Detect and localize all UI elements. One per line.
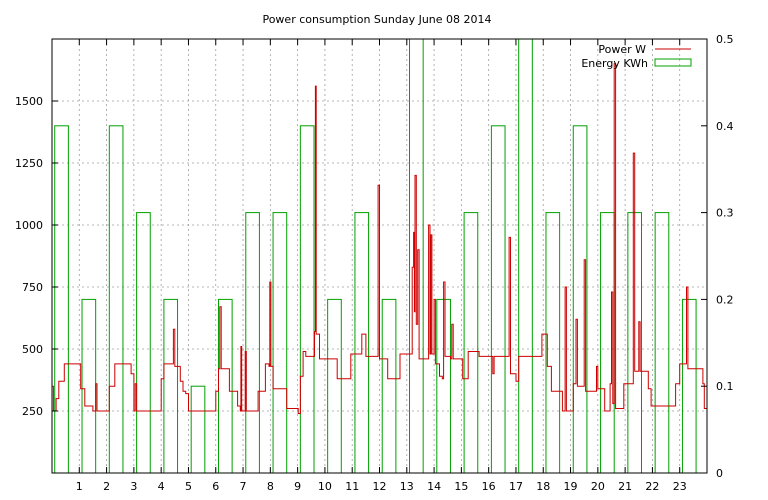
x-tick-label: 18 <box>536 480 550 493</box>
x-tick-label: 23 <box>673 480 687 493</box>
energy-bar <box>108 125 124 474</box>
x-tick-label: 2 <box>103 480 110 493</box>
x-tick-label: 5 <box>185 480 192 493</box>
energy-bar <box>572 125 588 474</box>
x-tick-label: 11 <box>345 480 359 493</box>
energy-bar <box>299 125 315 474</box>
y-left-tick-label: 250 <box>22 405 43 418</box>
energy-bar <box>518 38 533 474</box>
y-left-tick-label: 1500 <box>15 95 43 108</box>
x-tick-label: 21 <box>618 480 632 493</box>
x-tick-label: 3 <box>130 480 137 493</box>
legend-swatch-energy <box>654 58 692 67</box>
x-tick-label: 9 <box>294 480 301 493</box>
x-tick-label: 13 <box>400 480 414 493</box>
y-right-tick-label: 0.3 <box>716 207 734 220</box>
x-tick-label: 16 <box>482 480 496 493</box>
x-tick-label: 15 <box>454 480 468 493</box>
energy-bar <box>490 125 506 474</box>
x-tick-label: 12 <box>373 480 387 493</box>
x-tick-label: 19 <box>564 480 578 493</box>
energy-bar <box>81 298 97 474</box>
y-right-tick-label: 0.1 <box>716 380 734 393</box>
y-right-tick-label: 0.5 <box>716 33 734 46</box>
y-right-tick-label: 0.2 <box>716 293 734 306</box>
legend-label-power: Power W <box>598 43 646 56</box>
energy-bar <box>217 298 233 474</box>
legend: Power W Energy KWh <box>581 43 692 70</box>
y-left-tick-label: 1000 <box>15 219 43 232</box>
x-tick-label: 10 <box>318 480 332 493</box>
energy-bar <box>190 385 206 474</box>
energy-bars-layer <box>54 38 697 474</box>
x-tick-label: 7 <box>240 480 247 493</box>
energy-bar <box>545 212 561 474</box>
energy-bar <box>136 212 151 474</box>
energy-bar <box>600 212 615 474</box>
ticks-layer: 1 2 3 4 5 6 7 8 9 10 11 12 13 14 15 16 17 18 19 20 21 22 23250… <box>15 33 734 493</box>
x-tick-label: 14 <box>427 480 441 493</box>
energy-bar <box>327 298 342 474</box>
energy-bar <box>681 298 697 474</box>
energy-bar <box>381 298 397 474</box>
chart-title: Power consumption Sunday June 08 2014 <box>262 13 491 26</box>
x-tick-label: 22 <box>645 480 659 493</box>
power-line <box>52 63 707 414</box>
y-left-tick-label: 500 <box>22 343 43 356</box>
x-tick-label: 6 <box>212 480 219 493</box>
x-tick-label: 4 <box>158 480 165 493</box>
x-tick-label: 8 <box>267 480 274 493</box>
x-tick-label: 20 <box>591 480 605 493</box>
x-tick-label: 17 <box>509 480 523 493</box>
grid-layer <box>52 39 707 473</box>
energy-bar <box>272 212 288 474</box>
power-line-layer <box>52 63 707 414</box>
energy-bar <box>463 212 479 474</box>
y-right-tick-label: 0.4 <box>716 120 734 133</box>
energy-bar <box>245 212 260 474</box>
energy-bar <box>654 212 670 474</box>
y-left-tick-label: 1250 <box>15 157 43 170</box>
energy-bar <box>163 298 179 474</box>
energy-bar <box>54 125 69 474</box>
x-tick-label: 1 <box>76 480 83 493</box>
legend-label-energy: Energy KWh <box>581 57 648 70</box>
y-right-tick-label: 0 <box>716 467 723 480</box>
y-left-tick-label: 750 <box>22 281 43 294</box>
